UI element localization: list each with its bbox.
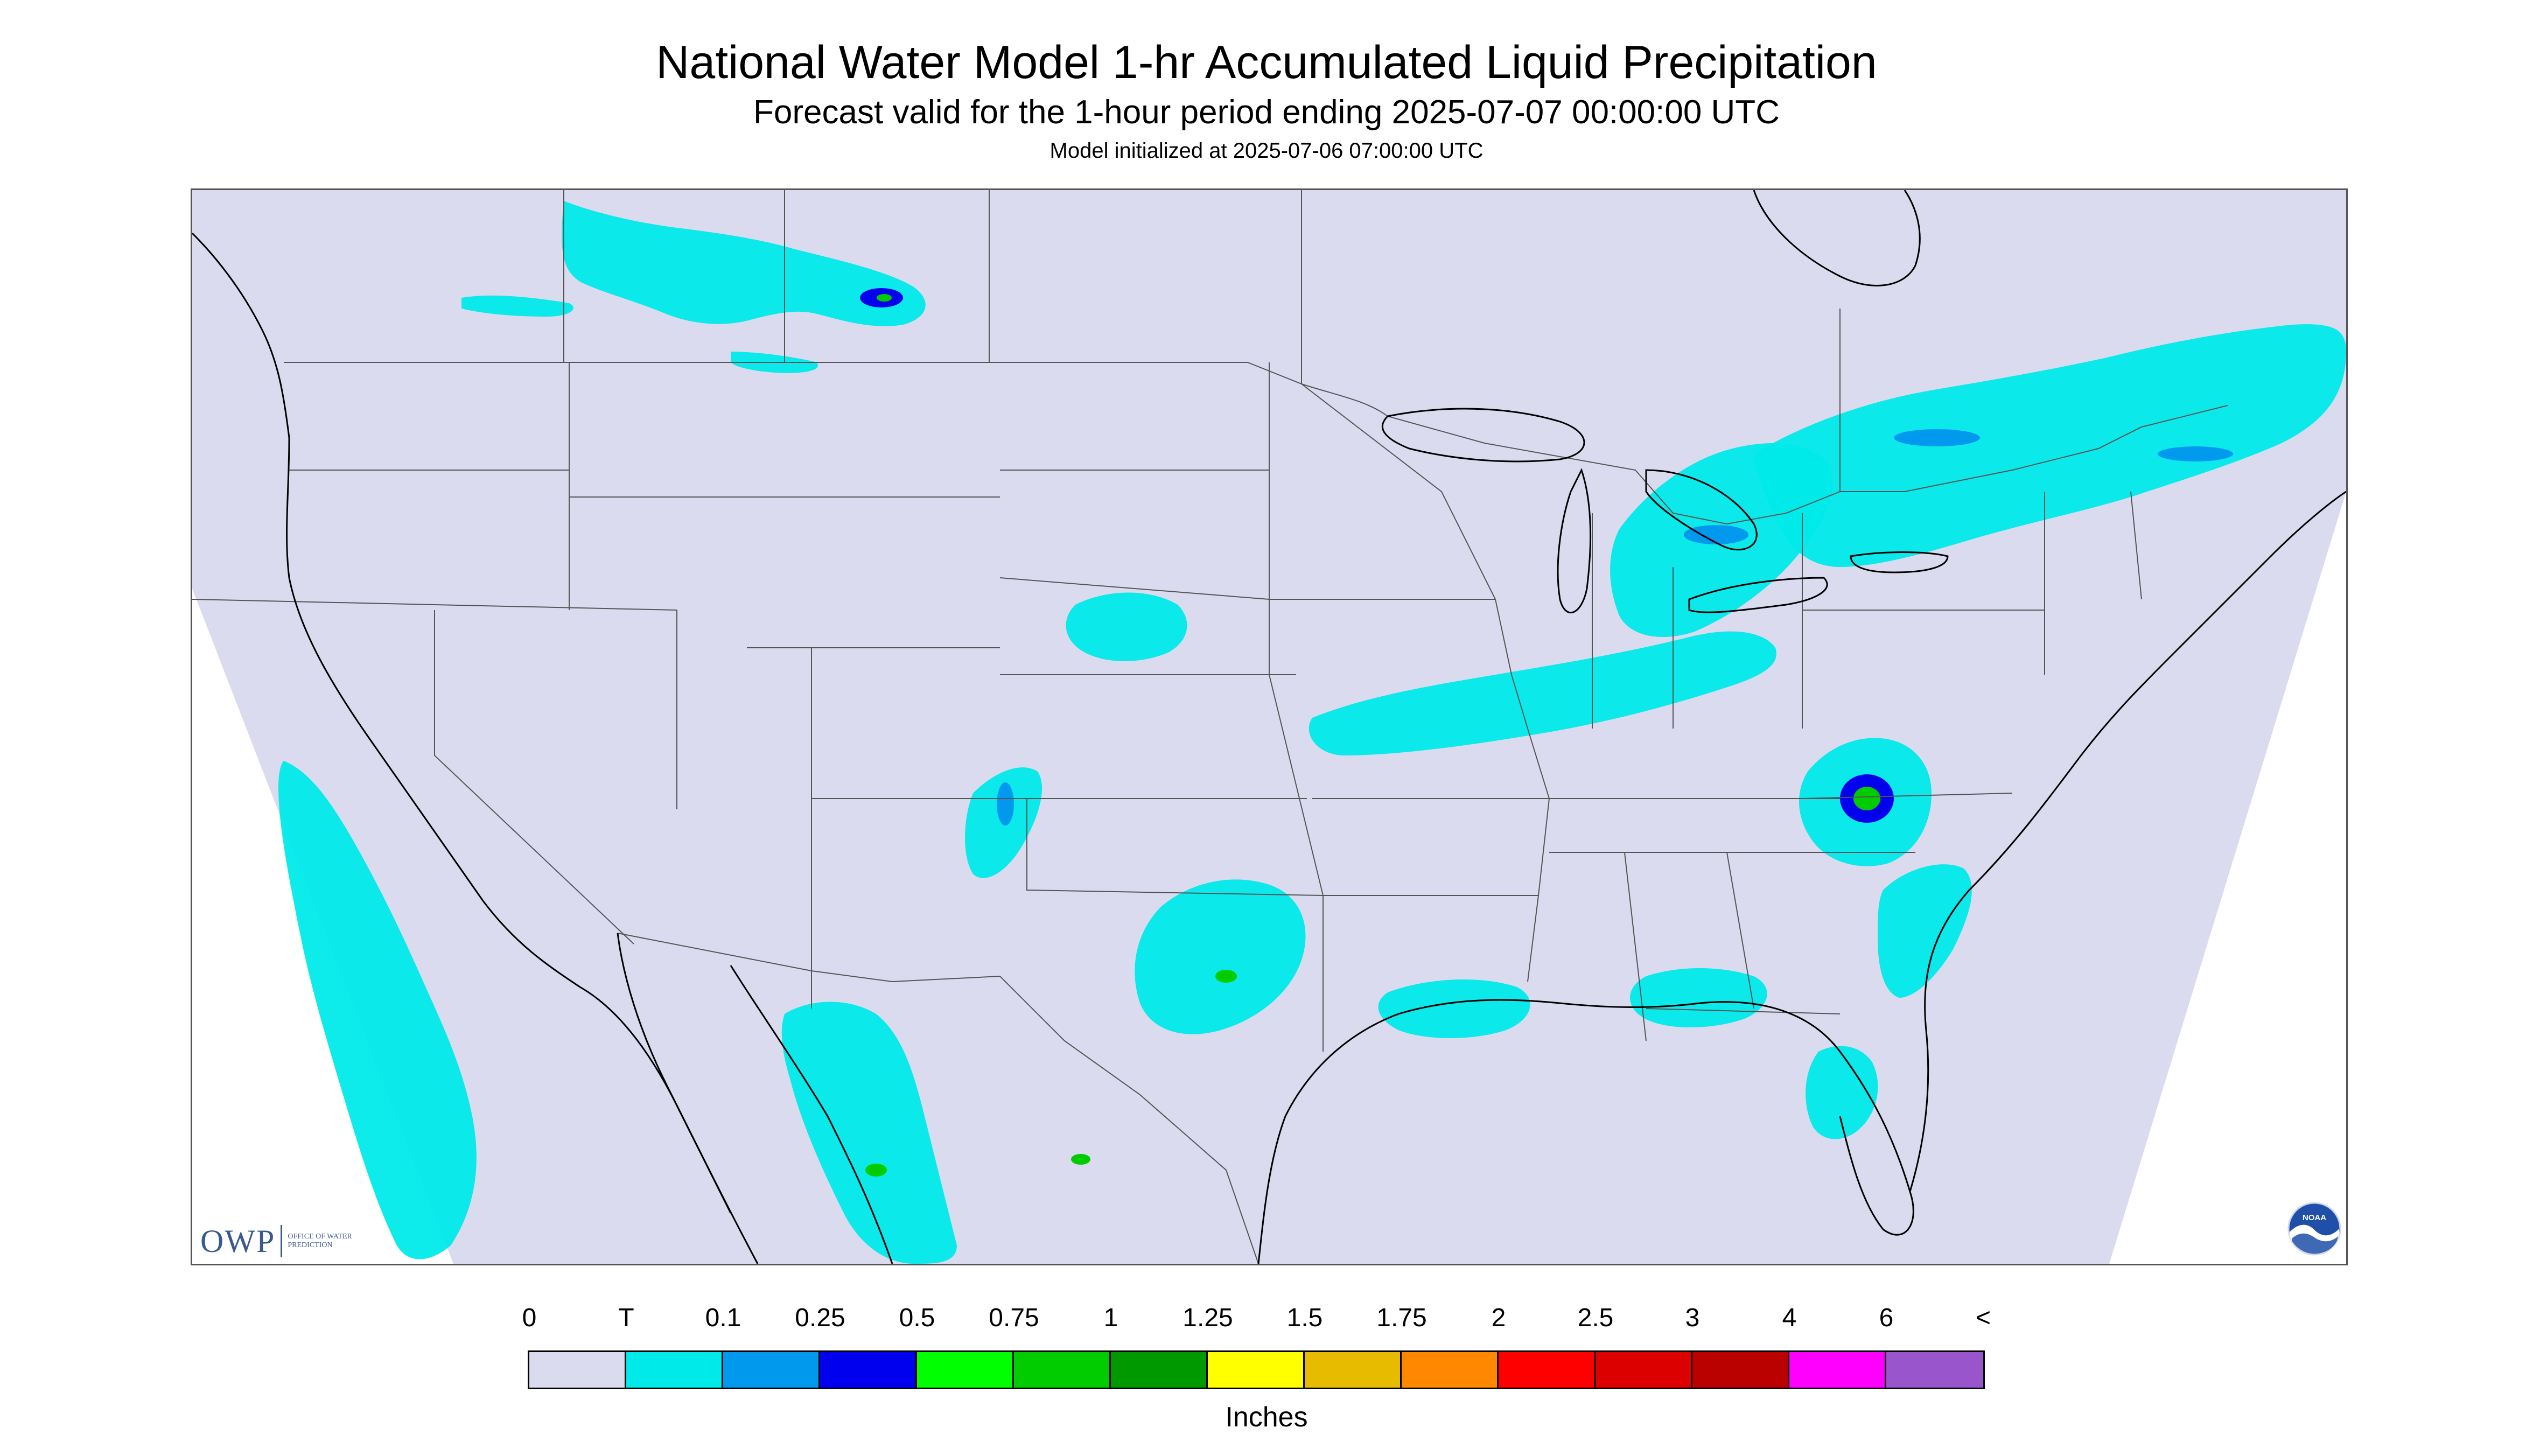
domain-fill-top-left <box>192 190 2346 1264</box>
map-canvas <box>192 190 2346 1264</box>
legend-tick-label: 0.25 <box>795 1304 845 1332</box>
out-of-domain-left <box>192 190 453 1264</box>
precipitation-cores <box>860 288 2233 1177</box>
legend-swatch <box>1014 1352 1111 1388</box>
coastlines <box>192 190 2346 1264</box>
core-ontario-2 <box>2158 446 2233 461</box>
precip-atlantic-band <box>1878 864 1972 998</box>
political-boundaries <box>192 190 2228 1264</box>
core-texas <box>1215 970 1237 983</box>
plains-east <box>1269 362 1324 1052</box>
legend-tick-label: 0.75 <box>989 1304 1039 1332</box>
ms-al <box>1624 852 1647 1041</box>
legend-tick-label: 1.75 <box>1376 1304 1427 1332</box>
noaa-logo: NOAA <box>2287 1202 2341 1256</box>
core-mexico-2 <box>1071 1154 1090 1165</box>
ga-fl <box>1646 1008 1841 1014</box>
forecast-valid-subtitle: Forecast valid for the 1-hour period end… <box>753 94 1780 131</box>
legend-swatch <box>1499 1352 1596 1388</box>
us-mexico-west <box>617 933 1259 1264</box>
map-title: National Water Model 1-hr Accumulated Li… <box>656 37 1877 88</box>
new-england <box>2044 491 2142 675</box>
gulf-coast <box>1257 999 1914 1264</box>
legend-swatch <box>626 1352 723 1388</box>
core-colorado <box>997 782 1014 825</box>
great-lakes-ontario <box>1850 551 1949 573</box>
ok-tx <box>1026 799 1324 896</box>
precip-gulf-coast <box>1378 979 1530 1038</box>
precip-mexico-band <box>781 1002 957 1264</box>
legend-tick-label: 2 <box>1491 1304 1506 1332</box>
baja-peninsula <box>617 933 732 1214</box>
precip-central-plains <box>1066 592 1187 661</box>
great-lakes-erie <box>1688 577 1828 613</box>
or-ca-nv <box>192 599 677 611</box>
owp-logo-text: Office of Water Prediction <box>288 1233 352 1249</box>
precipitation-map <box>191 188 2348 1265</box>
precip-ontario-band <box>1754 324 2346 567</box>
legend-tick-label: 2.5 <box>1577 1304 1614 1332</box>
great-lakes-huron <box>1645 469 1758 551</box>
legend-tick-label: T <box>618 1304 634 1332</box>
legend-tick-label: 0 <box>522 1304 537 1332</box>
color-legend: 0 T 0.1 0.25 0.5 0.75 1 1.25 1.5 1.75 2 2.5 3 4 6 < <box>522 1292 2014 1400</box>
legend-swatch <box>1596 1352 1692 1388</box>
legend-tick-label: 0.5 <box>899 1304 935 1332</box>
legend-tick-label: 6 <box>1879 1304 1894 1332</box>
model-init-line: Model initialized at 2025-07-06 07:00:00… <box>1049 139 1484 163</box>
legend-swatches <box>528 1350 1985 1389</box>
legend-swatch <box>1111 1352 1208 1388</box>
sd-ne <box>999 577 1270 600</box>
gulf-of-california <box>730 965 893 1264</box>
precip-southeast <box>1630 968 1767 1027</box>
legend-swatch <box>1305 1352 1402 1388</box>
owp-logo-mark: OWP <box>200 1223 276 1259</box>
mn-wi <box>1301 383 1496 600</box>
ca-nv-diag <box>434 610 634 944</box>
noaa-logo-text: NOAA <box>2303 1213 2326 1222</box>
mississippi-river <box>1495 599 1550 982</box>
legend-swatch <box>1789 1352 1886 1388</box>
legend-swatch <box>1208 1352 1305 1388</box>
precip-southern-canada <box>562 201 926 326</box>
legend-swatch <box>820 1352 917 1388</box>
legend-tick-label: 4 <box>1782 1304 1797 1332</box>
legend-units-label: Inches <box>1225 1402 1308 1433</box>
legend-tick-label: 1 <box>1103 1304 1118 1332</box>
pacific-coast <box>192 232 759 1264</box>
core-canada-green <box>877 294 892 302</box>
core-great-lakes <box>1684 525 1748 544</box>
core-ontario <box>1894 429 1980 446</box>
legend-tick-label: < <box>1975 1304 1991 1332</box>
legend-tick-label: 3 <box>1685 1304 1700 1332</box>
precip-texas-convection <box>1135 879 1306 1034</box>
great-lakes-michigan <box>1557 468 1592 614</box>
legend-tick-label: 1.25 <box>1182 1304 1233 1332</box>
precip-florida <box>1806 1046 1878 1139</box>
precip-midwest-line <box>1309 631 1776 755</box>
legend-swatch <box>917 1352 1014 1388</box>
core-carolinas-green <box>1853 787 1880 810</box>
core-mexico <box>865 1164 887 1177</box>
great-lakes-superior <box>1382 408 1585 463</box>
precip-canada-streak-1 <box>461 295 573 317</box>
owp-logo-divider <box>281 1225 283 1257</box>
al-ga <box>1726 852 1754 1009</box>
hudson-bay-shore <box>1753 190 1921 286</box>
va-nc <box>1802 793 2013 799</box>
owp-logo: OWP Office of Water Prediction <box>200 1222 363 1260</box>
legend-swatch <box>529 1352 626 1388</box>
legend-swatch <box>1886 1352 1983 1388</box>
atlantic-coast <box>1909 491 2346 1192</box>
legend-swatch <box>723 1352 820 1388</box>
precip-pacific-offshore <box>278 761 477 1259</box>
precipitation-areas <box>278 201 2346 1264</box>
legend-tick-label: 1.5 <box>1286 1304 1323 1332</box>
legend-swatch <box>1692 1352 1789 1388</box>
legend-tick-label: 0.1 <box>705 1304 741 1332</box>
legend-swatch <box>1402 1352 1499 1388</box>
